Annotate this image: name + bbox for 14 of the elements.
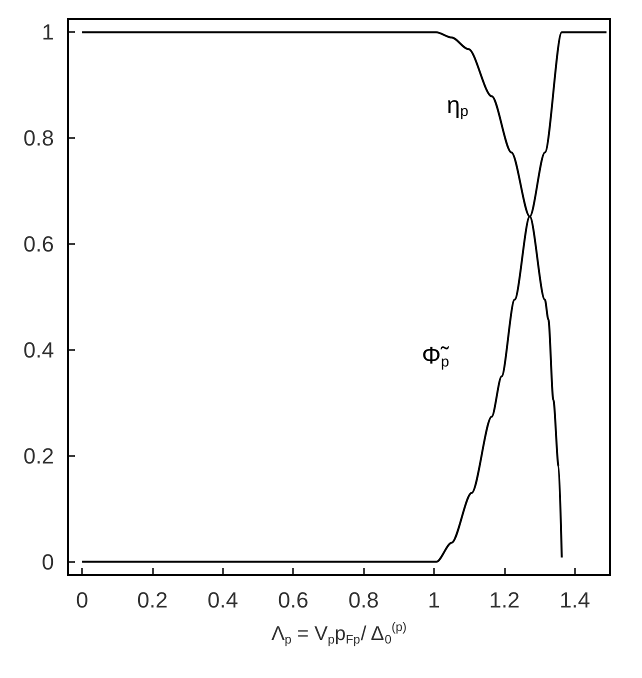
x-tick-label: 0.8 [348,588,379,612]
x-tick-label: 0.6 [278,588,309,612]
x-tick-label: 0.4 [208,588,238,612]
x-tick-label: 1.4 [560,588,590,612]
x-tick-label: 0.2 [137,588,168,612]
x-tick-label: 0 [76,588,88,612]
y-tick-label: 0.2 [23,443,54,468]
y-tick-label: 0.4 [23,337,54,362]
y-tick-label: 0 [42,549,54,574]
y-tick-label: 1 [42,20,54,45]
x-tick-label: 1 [428,588,440,612]
y-tick-label: 0.6 [23,232,54,257]
x-tick-label: 1.2 [489,588,520,612]
y-tick-label: 0.8 [23,126,54,151]
